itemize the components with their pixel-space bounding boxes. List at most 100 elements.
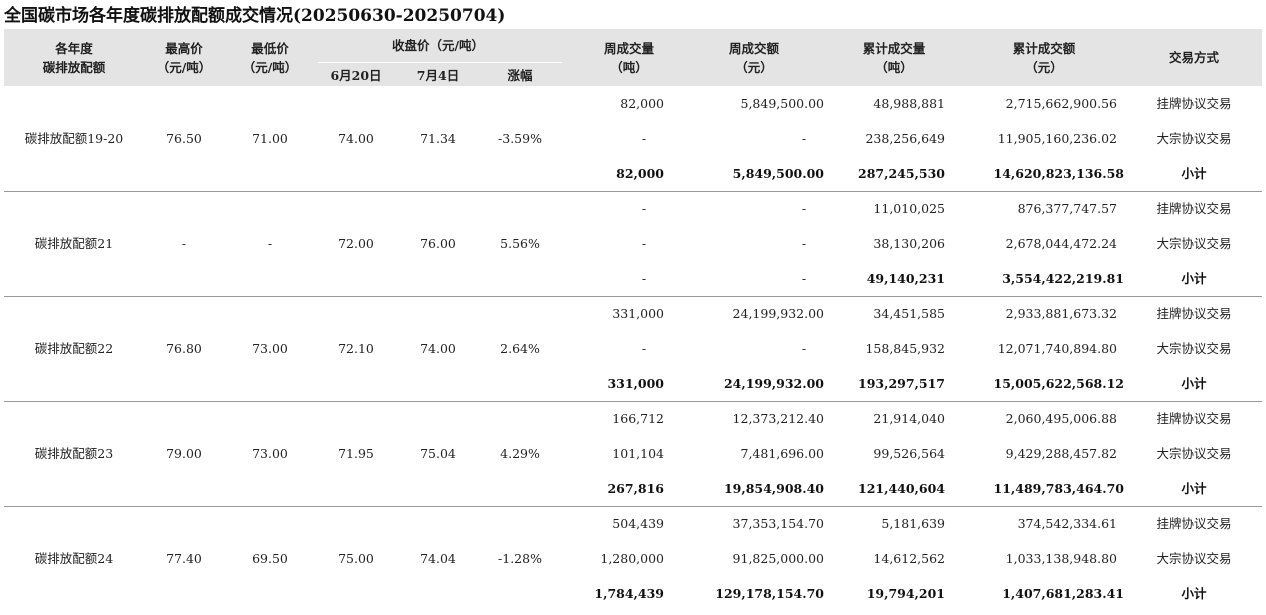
low-price: 69.50 [252, 551, 288, 566]
low-price: 73.00 [252, 446, 288, 461]
header-high-line1: 最高价 [165, 41, 203, 56]
header-cum-amount: 累计成交额 （元） [984, 39, 1104, 77]
low-price: - [267, 236, 273, 251]
subtotal-label: 小计 [1181, 271, 1207, 286]
header-year-line1: 各年度 [55, 41, 93, 56]
week-volume: 101,104 [612, 446, 664, 461]
week-amount: 37,353,154.70 [732, 516, 824, 531]
week-amount-subtotal: 5,849,500.00 [732, 166, 824, 181]
cum-volume-subtotal: 287,245,530 [858, 166, 945, 181]
trade-method: 挂牌协议交易 [1156, 516, 1232, 531]
price-change: -1.28% [498, 551, 542, 566]
cum-volume: 99,526,564 [873, 446, 945, 461]
header-cum-amt-line2: （元） [1025, 60, 1063, 75]
cum-amount-subtotal: 1,407,681,283.41 [1002, 586, 1124, 601]
header-high-price: 最高价 （元/吨） [144, 39, 224, 77]
high-price: 79.00 [166, 446, 202, 461]
week-volume: 166,712 [612, 411, 664, 426]
high-price: 77.40 [166, 551, 202, 566]
cum-volume: 11,010,025 [873, 201, 945, 216]
price-change: 5.56% [500, 236, 540, 251]
close-jul4: 74.00 [420, 341, 456, 356]
trade-method: 大宗协议交易 [1156, 341, 1232, 356]
allowance-group-24: 碳排放配额24 77.40 69.50 75.00 74.04 -1.28% 5… [4, 506, 1262, 611]
cum-volume: 5,181,639 [881, 516, 945, 531]
close-jul4: 71.34 [420, 131, 456, 146]
header-week-amount: 周成交额 （元） [704, 39, 804, 77]
header-week-volume: 周成交量 （吨） [584, 39, 674, 77]
week-amount-subtotal: - [801, 271, 807, 286]
trade-method: 大宗协议交易 [1156, 551, 1232, 566]
price-change: 4.29% [500, 446, 540, 461]
allowance-group-21: 碳排放配额21 - - 72.00 76.00 5.56% - - 11,010… [4, 191, 1262, 297]
week-amount-subtotal: 24,199,932.00 [723, 376, 824, 391]
week-volume: 331,000 [612, 306, 664, 321]
cum-amount: 876,377,747.57 [1017, 201, 1117, 216]
allowance-group-19-20: 碳排放配额19-20 76.50 71.00 74.00 71.34 -3.59… [4, 86, 1262, 192]
allowance-name: 碳排放配额23 [34, 446, 114, 461]
week-volume: 82,000 [620, 96, 664, 111]
low-price: 73.00 [252, 341, 288, 356]
cum-amount: 2,060,495,006.88 [1005, 411, 1117, 426]
allowance-name: 碳排放配额21 [34, 236, 114, 251]
close-jun20: 72.00 [338, 236, 374, 251]
cum-amount: 2,715,662,900.56 [1005, 96, 1117, 111]
trade-method: 大宗协议交易 [1156, 131, 1232, 146]
header-week-amt-line1: 周成交额 [728, 41, 779, 56]
allowance-group-22: 碳排放配额22 76.80 73.00 72.10 74.00 2.64% 33… [4, 296, 1262, 402]
week-volume-subtotal: 82,000 [616, 166, 664, 181]
cum-amount: 12,071,740,894.80 [997, 341, 1117, 356]
trade-method: 挂牌协议交易 [1156, 201, 1232, 216]
week-amount: 91,825,000.00 [732, 551, 824, 566]
cum-amount: 11,905,160,236.02 [997, 131, 1117, 146]
header-cum-vol-line2: （吨） [875, 60, 913, 75]
cum-volume: 158,845,932 [865, 341, 945, 356]
cum-volume-subtotal: 49,140,231 [866, 271, 945, 286]
trade-method: 挂牌协议交易 [1156, 96, 1232, 111]
trade-method: 大宗协议交易 [1156, 236, 1232, 251]
cum-amount: 1,033,138,948.80 [1005, 551, 1117, 566]
close-jun20: 71.95 [338, 446, 374, 461]
cum-volume: 34,451,585 [873, 306, 945, 321]
header-high-line2: （元/吨） [156, 60, 212, 75]
header-low-price: 最低价 （元/吨） [230, 39, 310, 77]
week-amount: 12,373,212.40 [732, 411, 824, 426]
header-close-jun20: 6月20日 [330, 68, 382, 83]
week-volume: - [641, 131, 647, 146]
cum-volume: 38,130,206 [873, 236, 945, 251]
cum-amount: 374,542,334.61 [1017, 516, 1117, 531]
header-week-vol-line1: 周成交量 [603, 41, 654, 56]
week-volume: - [641, 236, 647, 251]
header-year: 各年度 碳排放配额 [4, 39, 144, 77]
low-price: 71.00 [252, 131, 288, 146]
header-close-divider [318, 62, 562, 63]
close-jun20: 74.00 [338, 131, 374, 146]
allowance-name: 碳排放配额19-20 [24, 131, 124, 146]
cum-volume: 238,256,649 [865, 131, 945, 146]
cum-amount-subtotal: 14,620,823,136.58 [993, 166, 1124, 181]
week-amount-subtotal: 19,854,908.40 [723, 481, 824, 496]
subtotal-label: 小计 [1181, 586, 1207, 601]
week-amount: - [801, 236, 807, 251]
cum-amount: 9,429,288,457.82 [1005, 446, 1117, 461]
header-week-vol-line2: （吨） [610, 60, 648, 75]
week-volume: 1,280,000 [600, 551, 664, 566]
header-year-line2: 碳排放配额 [42, 60, 106, 75]
cum-volume: 21,914,040 [873, 411, 945, 426]
table-header: 各年度 碳排放配额 最高价 （元/吨） 最低价 （元/吨） 收盘价（元/吨） 6… [4, 29, 1262, 86]
close-jun20: 75.00 [338, 551, 374, 566]
cum-amount-subtotal: 15,005,622,568.12 [993, 376, 1124, 391]
allowance-name: 碳排放配额24 [34, 551, 114, 566]
cum-volume-subtotal: 121,440,604 [858, 481, 945, 496]
high-price: 76.80 [166, 341, 202, 356]
header-close-jul4: 7月4日 [416, 68, 460, 83]
page-title: 全国碳市场各年度碳排放配额成交情况(20250630-20250704) [4, 6, 506, 26]
cum-volume: 14,612,562 [873, 551, 945, 566]
trade-method: 挂牌协议交易 [1156, 306, 1232, 321]
header-low-line1: 最低价 [251, 41, 289, 56]
close-jul4: 76.00 [420, 236, 456, 251]
week-amount: 24,199,932.00 [732, 306, 824, 321]
allowance-table: 各年度 碳排放配额 最高价 （元/吨） 最低价 （元/吨） 收盘价（元/吨） 6… [4, 29, 1262, 615]
cum-volume-subtotal: 19,794,201 [866, 586, 945, 601]
header-cum-vol-line1: 累计成交量 [862, 41, 926, 56]
